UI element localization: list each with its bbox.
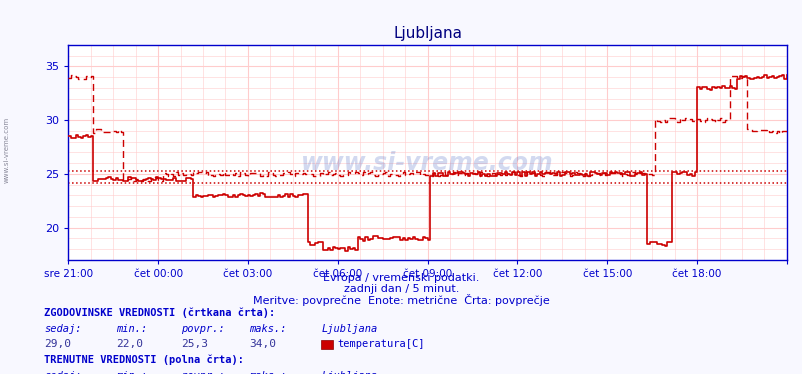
Text: Ljubljana: Ljubljana bbox=[321, 324, 377, 334]
Text: www.si-vreme.com: www.si-vreme.com bbox=[301, 151, 553, 175]
Text: zadnji dan / 5 minut.: zadnji dan / 5 minut. bbox=[343, 285, 459, 294]
Text: temperatura[C]: temperatura[C] bbox=[337, 340, 424, 349]
Text: 34,0: 34,0 bbox=[249, 340, 276, 349]
Title: Ljubljana: Ljubljana bbox=[393, 26, 461, 41]
Text: Ljubljana: Ljubljana bbox=[321, 371, 377, 374]
Text: min.:: min.: bbox=[116, 371, 148, 374]
Text: sedaj:: sedaj: bbox=[44, 324, 82, 334]
Text: sedaj:: sedaj: bbox=[44, 371, 82, 374]
Text: Evropa / vremenski podatki.: Evropa / vremenski podatki. bbox=[323, 273, 479, 283]
Text: www.si-vreme.com: www.si-vreme.com bbox=[3, 117, 10, 183]
Text: maks.:: maks.: bbox=[249, 371, 286, 374]
Text: min.:: min.: bbox=[116, 324, 148, 334]
Text: TRENUTNE VREDNOSTI (polna črta):: TRENUTNE VREDNOSTI (polna črta): bbox=[44, 355, 244, 365]
Text: 22,0: 22,0 bbox=[116, 340, 144, 349]
Text: ZGODOVINSKE VREDNOSTI (črtkana črta):: ZGODOVINSKE VREDNOSTI (črtkana črta): bbox=[44, 307, 275, 318]
Text: 29,0: 29,0 bbox=[44, 340, 71, 349]
Text: Meritve: povprečne  Enote: metrične  Črta: povprečje: Meritve: povprečne Enote: metrične Črta:… bbox=[253, 294, 549, 306]
Text: povpr.:: povpr.: bbox=[180, 324, 224, 334]
Text: povpr.:: povpr.: bbox=[180, 371, 224, 374]
Text: maks.:: maks.: bbox=[249, 324, 286, 334]
Text: 25,3: 25,3 bbox=[180, 340, 208, 349]
